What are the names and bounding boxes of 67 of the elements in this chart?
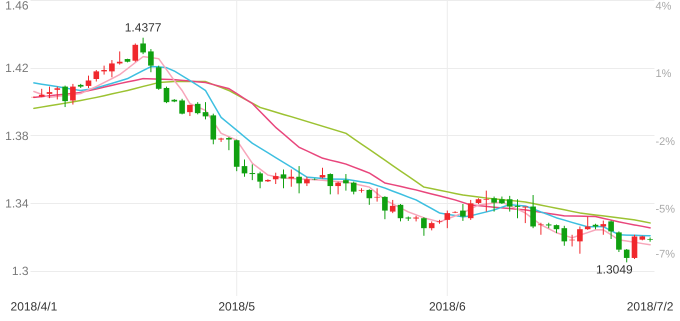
candlestick — [343, 174, 349, 192]
candlestick — [522, 206, 528, 224]
candlestick — [491, 196, 497, 212]
candlestick — [164, 86, 170, 104]
candlestick — [421, 216, 427, 236]
candlestick — [202, 102, 208, 120]
candlestick — [624, 248, 630, 263]
y-tick-label: 1.3 — [12, 264, 29, 278]
y-tick-label: 1.46 — [5, 0, 29, 12]
candlestick — [93, 70, 100, 82]
candlestick — [514, 198, 520, 219]
candlestick — [148, 48, 154, 73]
candlestick — [272, 172, 279, 185]
candlestick — [366, 188, 372, 206]
candlestick — [304, 176, 310, 187]
y2-tick-label: 4% — [656, 0, 672, 12]
x-tick-label: 2018/6 — [428, 300, 466, 314]
candlestick — [506, 195, 513, 212]
candlestick — [109, 60, 115, 78]
candlestick — [257, 171, 263, 189]
candlestick — [70, 83, 76, 106]
candlestick — [179, 98, 185, 115]
candlestick — [584, 216, 591, 230]
candlestick — [327, 172, 334, 195]
y2-tick-label: -2% — [656, 136, 676, 148]
candlestick — [86, 75, 92, 88]
candlestick — [335, 181, 341, 195]
x-tick-label: 2018/5 — [218, 300, 256, 314]
candlestick — [54, 86, 60, 100]
candlestick — [530, 194, 536, 229]
candlestick — [242, 159, 248, 178]
candlestick — [569, 234, 575, 247]
y-tick-label: 1.34 — [5, 196, 29, 210]
candlestick — [194, 102, 201, 115]
candlestick — [350, 181, 357, 195]
candlestick — [460, 203, 466, 222]
candlestick — [249, 164, 256, 181]
candlestick — [444, 210, 450, 229]
candlestick — [398, 203, 404, 222]
candlestick — [616, 230, 622, 253]
y-tick-label: 1.42 — [5, 61, 29, 76]
candlestick — [132, 42, 138, 62]
candlestick — [62, 85, 68, 108]
annotation: 1.3049 — [596, 262, 634, 276]
candlestick — [156, 65, 162, 90]
candlestick — [468, 199, 474, 220]
y2-tick-label: 1% — [656, 68, 672, 80]
candlestick — [632, 234, 638, 260]
candlestick — [577, 226, 583, 254]
candlestick — [280, 168, 286, 189]
y2-tick-label: -7% — [656, 248, 676, 261]
x-tick-label: 2018/4/1 — [10, 300, 58, 314]
candlestick — [320, 167, 326, 179]
candlestick — [140, 37, 146, 55]
candlestick — [382, 196, 388, 220]
y2-tick-label: -5% — [656, 204, 676, 216]
candlestick — [390, 199, 396, 214]
y-tick-label: 1.38 — [5, 128, 29, 143]
candlestick — [600, 220, 606, 236]
candlestick — [116, 50, 123, 66]
x-tick-label: 2018/7/2 — [626, 300, 674, 314]
candlestick — [561, 225, 568, 246]
candlestick — [226, 136, 232, 151]
candlestick — [296, 166, 302, 194]
annotation: 1.4377 — [124, 20, 162, 35]
candlestick — [608, 220, 614, 240]
candlestick — [46, 86, 52, 99]
